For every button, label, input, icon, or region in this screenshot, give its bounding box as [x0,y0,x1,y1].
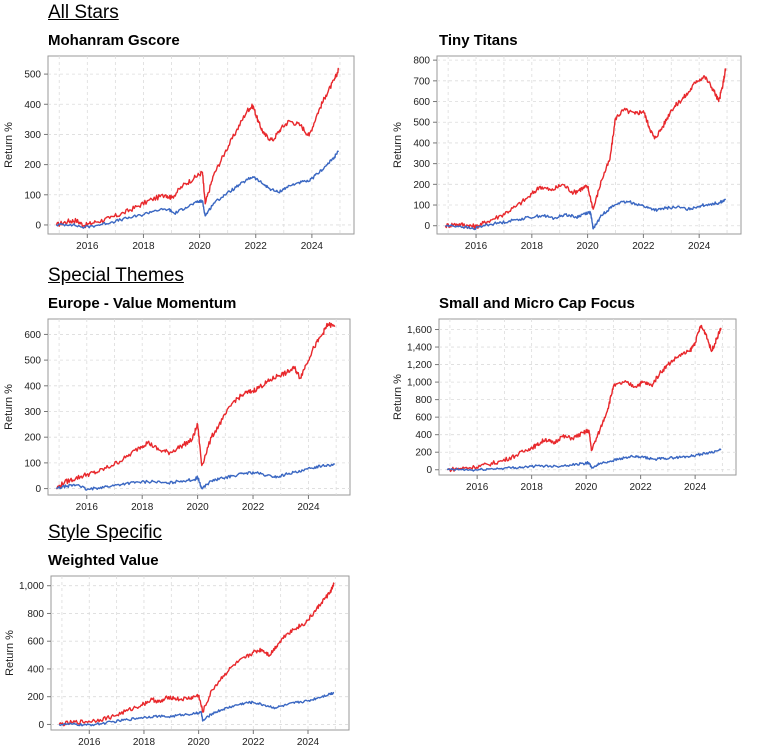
y-tick-label: 600 [27,637,44,648]
x-tick-label: 2020 [188,737,211,748]
chart-title: Small and Micro Cap Focus [439,295,635,312]
x-tick-label: 2016 [466,482,489,493]
x-tick-label: 2020 [576,241,599,252]
y-tick-label: 1,000 [407,378,432,389]
series-line-benchmark [58,691,335,727]
y-axis-label: Return % [4,630,16,676]
x-tick-label: 2016 [78,737,101,748]
y-tick-label: 600 [415,413,432,424]
series-line-benchmark [445,198,727,231]
y-tick-label: 800 [413,56,430,67]
y-tick-label: 0 [35,484,41,495]
x-tick-label: 2016 [465,241,488,252]
y-tick-label: 1,400 [407,343,432,354]
x-tick-label: 2020 [575,482,598,493]
x-tick-label: 2022 [630,482,653,493]
y-tick-label: 300 [24,130,41,141]
y-axis-label: Return % [3,384,15,430]
y-tick-label: 500 [24,356,41,367]
y-tick-label: 200 [24,433,41,444]
y-tick-label: 1,000 [19,581,44,592]
y-tick-label: 0 [38,720,44,731]
chart-title: Tiny Titans [439,32,518,49]
y-tick-label: 0 [426,465,432,476]
y-tick-label: 600 [24,330,41,341]
chart-title: Europe - Value Momentum [48,295,237,312]
y-axis-label: Return % [392,122,404,168]
section-title-style-specific: Style Specific [48,522,163,543]
y-axis-label: Return % [392,374,404,420]
x-tick-label: 2018 [133,737,156,748]
x-tick-label: 2016 [76,241,99,252]
x-tick-label: 2022 [245,241,268,252]
x-tick-label: 2024 [301,241,324,252]
x-tick-label: 2022 [242,737,265,748]
y-tick-label: 200 [24,160,41,171]
y-tick-label: 700 [413,76,430,87]
y-tick-label: 100 [413,201,430,212]
y-axis-label: Return % [3,122,15,168]
series-line-benchmark [55,150,340,229]
y-tick-label: 600 [413,97,430,108]
x-tick-label: 2018 [132,241,155,252]
y-tick-label: 200 [27,692,44,703]
x-tick-label: 2024 [684,482,707,493]
y-tick-label: 200 [413,180,430,191]
x-tick-label: 2018 [521,241,544,252]
x-tick-label: 2020 [188,241,211,252]
x-tick-label: 2018 [521,482,544,493]
plot-area [50,575,350,731]
series-line-strategy [56,322,336,490]
y-tick-label: 100 [24,190,41,201]
y-tick-label: 800 [27,609,44,620]
series-line-benchmark [446,448,722,472]
y-tick-label: 100 [24,458,41,469]
y-tick-label: 400 [24,100,41,111]
x-tick-label: 2020 [186,502,209,513]
series-line-strategy [55,67,340,229]
plot-area [47,55,355,235]
series-line-strategy [446,324,722,473]
y-tick-label: 1,200 [407,360,432,371]
chart-title: Mohanram Gscore [48,32,180,49]
y-tick-label: 500 [413,118,430,129]
x-tick-label: 2018 [131,502,154,513]
y-tick-label: 800 [415,395,432,406]
series-line-strategy [444,68,727,230]
y-tick-label: 0 [424,221,430,232]
plot-area [438,318,737,476]
x-tick-label: 2024 [297,737,320,748]
x-tick-label: 2024 [297,502,320,513]
y-tick-label: 200 [415,448,432,459]
y-tick-label: 0 [35,220,41,231]
x-tick-label: 2024 [688,241,711,252]
y-tick-label: 400 [24,381,41,392]
x-tick-label: 2022 [242,502,265,513]
series-line-strategy [58,582,335,727]
plot-area [47,318,351,496]
x-tick-label: 2016 [76,502,99,513]
x-tick-label: 2022 [632,241,655,252]
section-title-special-themes: Special Themes [48,265,184,286]
y-tick-label: 400 [27,664,44,675]
series-line-benchmark [55,463,335,491]
plot-area [436,55,742,235]
y-tick-label: 500 [24,70,41,81]
section-title-all-stars: All Stars [48,2,119,23]
chart-title: Weighted Value [48,552,159,569]
y-tick-label: 300 [413,159,430,170]
y-tick-label: 400 [413,138,430,149]
y-tick-label: 400 [415,430,432,441]
y-tick-label: 300 [24,407,41,418]
y-tick-label: 1,600 [407,325,432,336]
